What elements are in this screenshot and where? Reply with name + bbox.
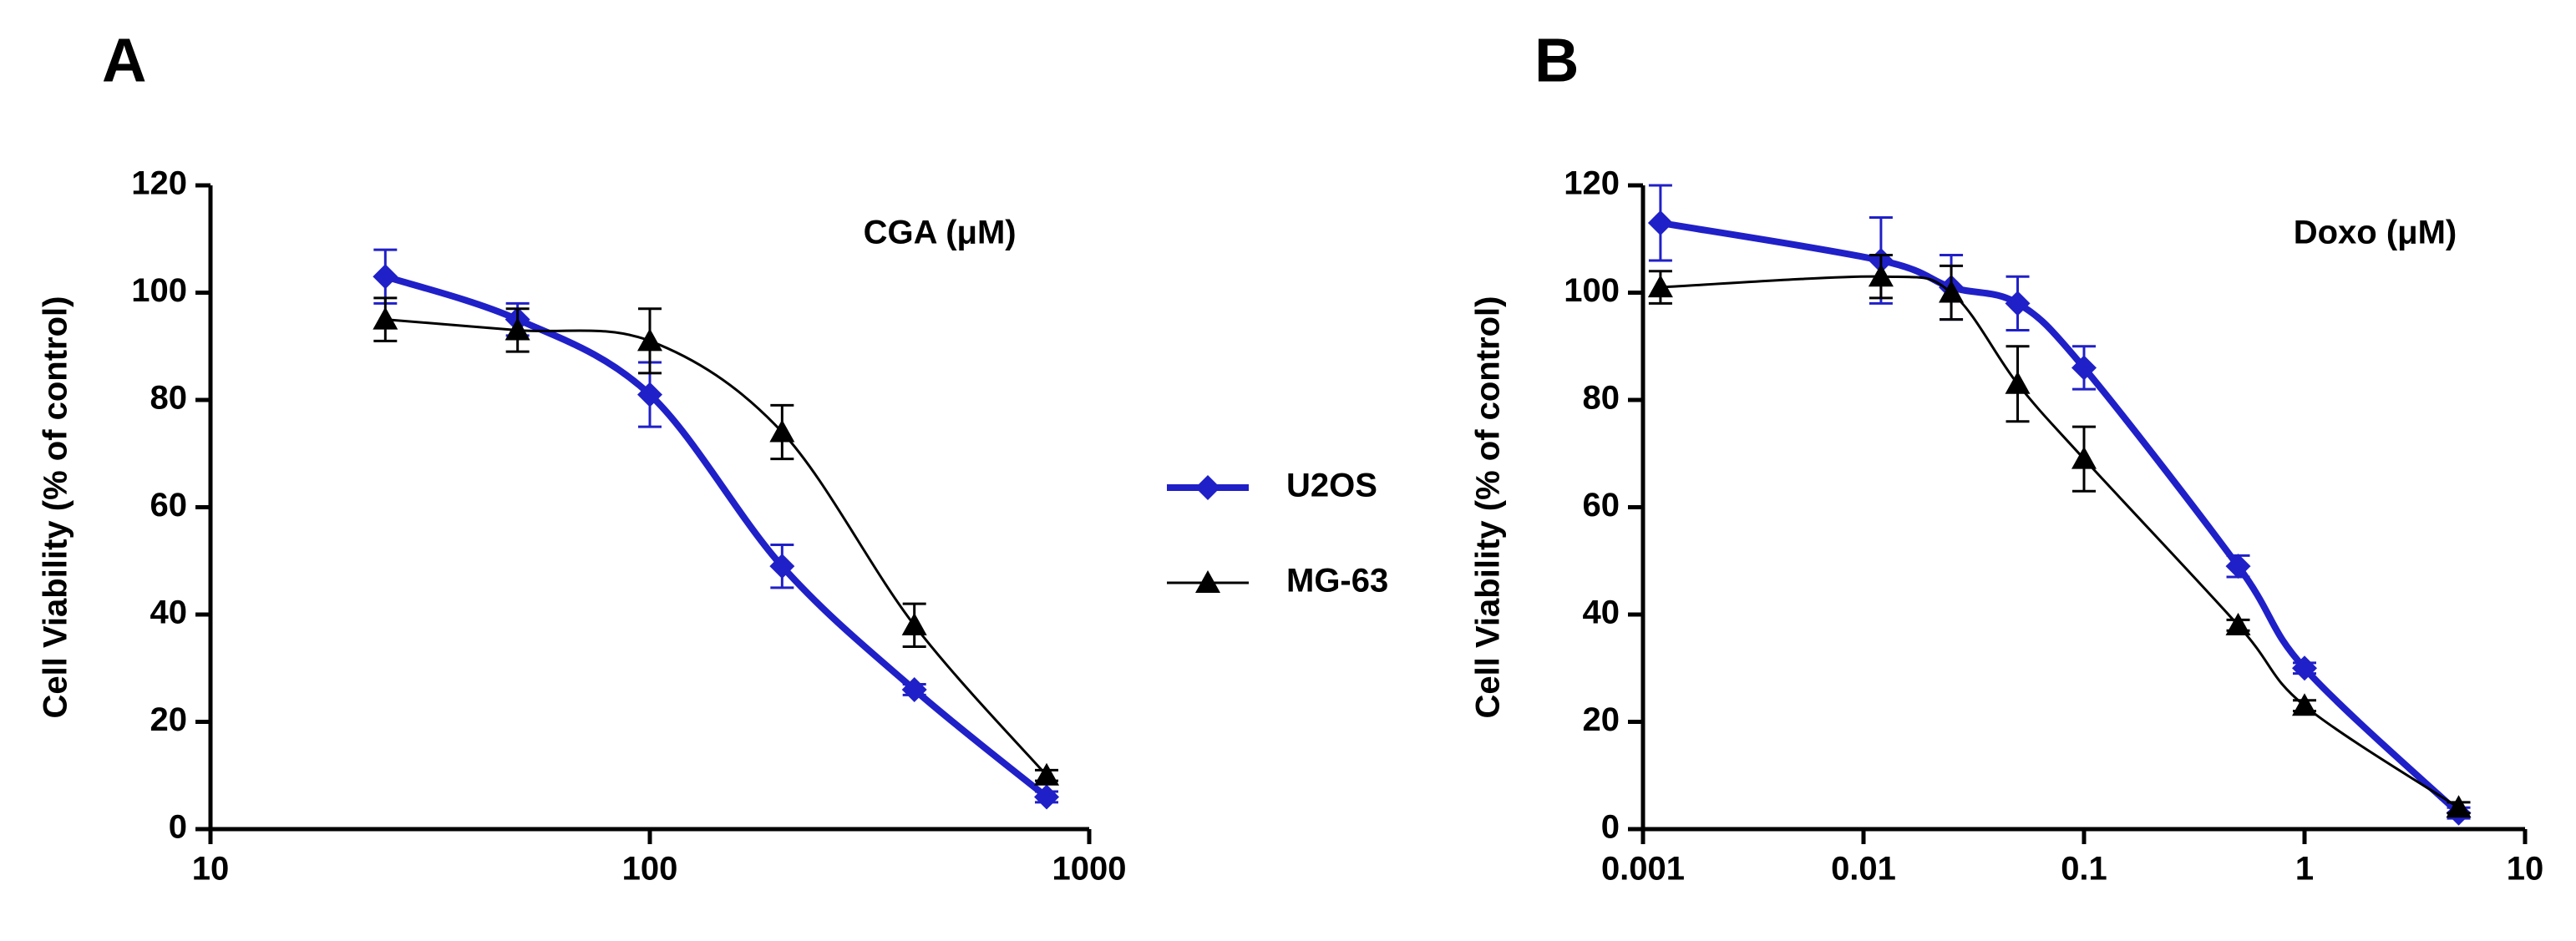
x-tick-label: 0.01 bbox=[1831, 851, 1896, 888]
x-tick-label: 10 bbox=[192, 851, 230, 888]
y-tick-label: 100 bbox=[1564, 272, 1620, 309]
panel-label: A bbox=[102, 26, 146, 95]
marker bbox=[373, 306, 398, 330]
y-tick-label: 0 bbox=[169, 809, 187, 846]
y-tick-label: 100 bbox=[131, 272, 187, 309]
marker bbox=[769, 419, 795, 443]
marker bbox=[505, 317, 530, 341]
x-tick-label: 1000 bbox=[1052, 851, 1127, 888]
legend-marker bbox=[1195, 570, 1220, 593]
y-tick-label: 80 bbox=[1583, 380, 1620, 417]
marker bbox=[2292, 655, 2317, 681]
y-tick-label: 60 bbox=[150, 487, 188, 524]
y-tick-label: 40 bbox=[1583, 594, 1620, 631]
marker bbox=[1647, 210, 1673, 235]
marker bbox=[1034, 784, 1060, 810]
marker bbox=[901, 676, 927, 702]
x-tick-label: 1 bbox=[2295, 851, 2314, 888]
marker bbox=[2071, 355, 2097, 381]
marker bbox=[1868, 264, 1894, 287]
y-tick-label: 20 bbox=[1583, 701, 1620, 738]
y-axis-label: Cell Viability (% of control) bbox=[38, 296, 74, 719]
fit-curve bbox=[385, 318, 1048, 777]
y-tick-label: 40 bbox=[150, 594, 188, 631]
marker bbox=[2071, 446, 2097, 469]
marker bbox=[373, 264, 398, 290]
marker bbox=[1647, 275, 1673, 298]
x-tick-label: 100 bbox=[622, 851, 678, 888]
x-tick-label: 0.001 bbox=[1601, 851, 1685, 888]
legend-marker bbox=[1195, 475, 1220, 500]
y-tick-label: 60 bbox=[1583, 487, 1620, 524]
legend-label: U2OS bbox=[1286, 468, 1377, 504]
fit-curve bbox=[1660, 275, 2460, 809]
y-tick-label: 120 bbox=[1564, 165, 1620, 202]
fit-curve bbox=[1660, 220, 2462, 816]
marker bbox=[2225, 612, 2251, 635]
marker bbox=[1034, 762, 1060, 786]
x-tick-label: 10 bbox=[2507, 851, 2544, 888]
y-tick-label: 120 bbox=[131, 165, 187, 202]
y-tick-label: 20 bbox=[150, 701, 188, 738]
annotation: Doxo (μM) bbox=[2294, 215, 2457, 251]
annotation: CGA (μM) bbox=[864, 215, 1017, 251]
marker bbox=[901, 612, 927, 635]
marker bbox=[769, 554, 795, 579]
legend-label: MG-63 bbox=[1286, 563, 1388, 600]
y-tick-label: 0 bbox=[1601, 809, 1620, 846]
y-tick-label: 80 bbox=[150, 380, 188, 417]
y-axis-label: Cell Viability (% of control) bbox=[1470, 296, 1507, 719]
marker bbox=[2292, 693, 2317, 716]
marker bbox=[2446, 795, 2472, 818]
marker bbox=[637, 328, 662, 352]
marker bbox=[2225, 554, 2251, 579]
marker bbox=[637, 382, 662, 407]
panel: B Doxo (μM) Cell Viability (% of control) 0… bbox=[1470, 26, 2544, 888]
fit-curve bbox=[384, 273, 1049, 800]
marker bbox=[1939, 280, 1965, 303]
panel: A CGA (μM) Cell Viability (% of control) 0 2… bbox=[38, 26, 1389, 888]
panel-label: B bbox=[1534, 26, 1579, 95]
x-tick-label: 0.1 bbox=[2061, 851, 2107, 888]
marker bbox=[2005, 291, 2031, 316]
marker bbox=[2005, 371, 2031, 394]
